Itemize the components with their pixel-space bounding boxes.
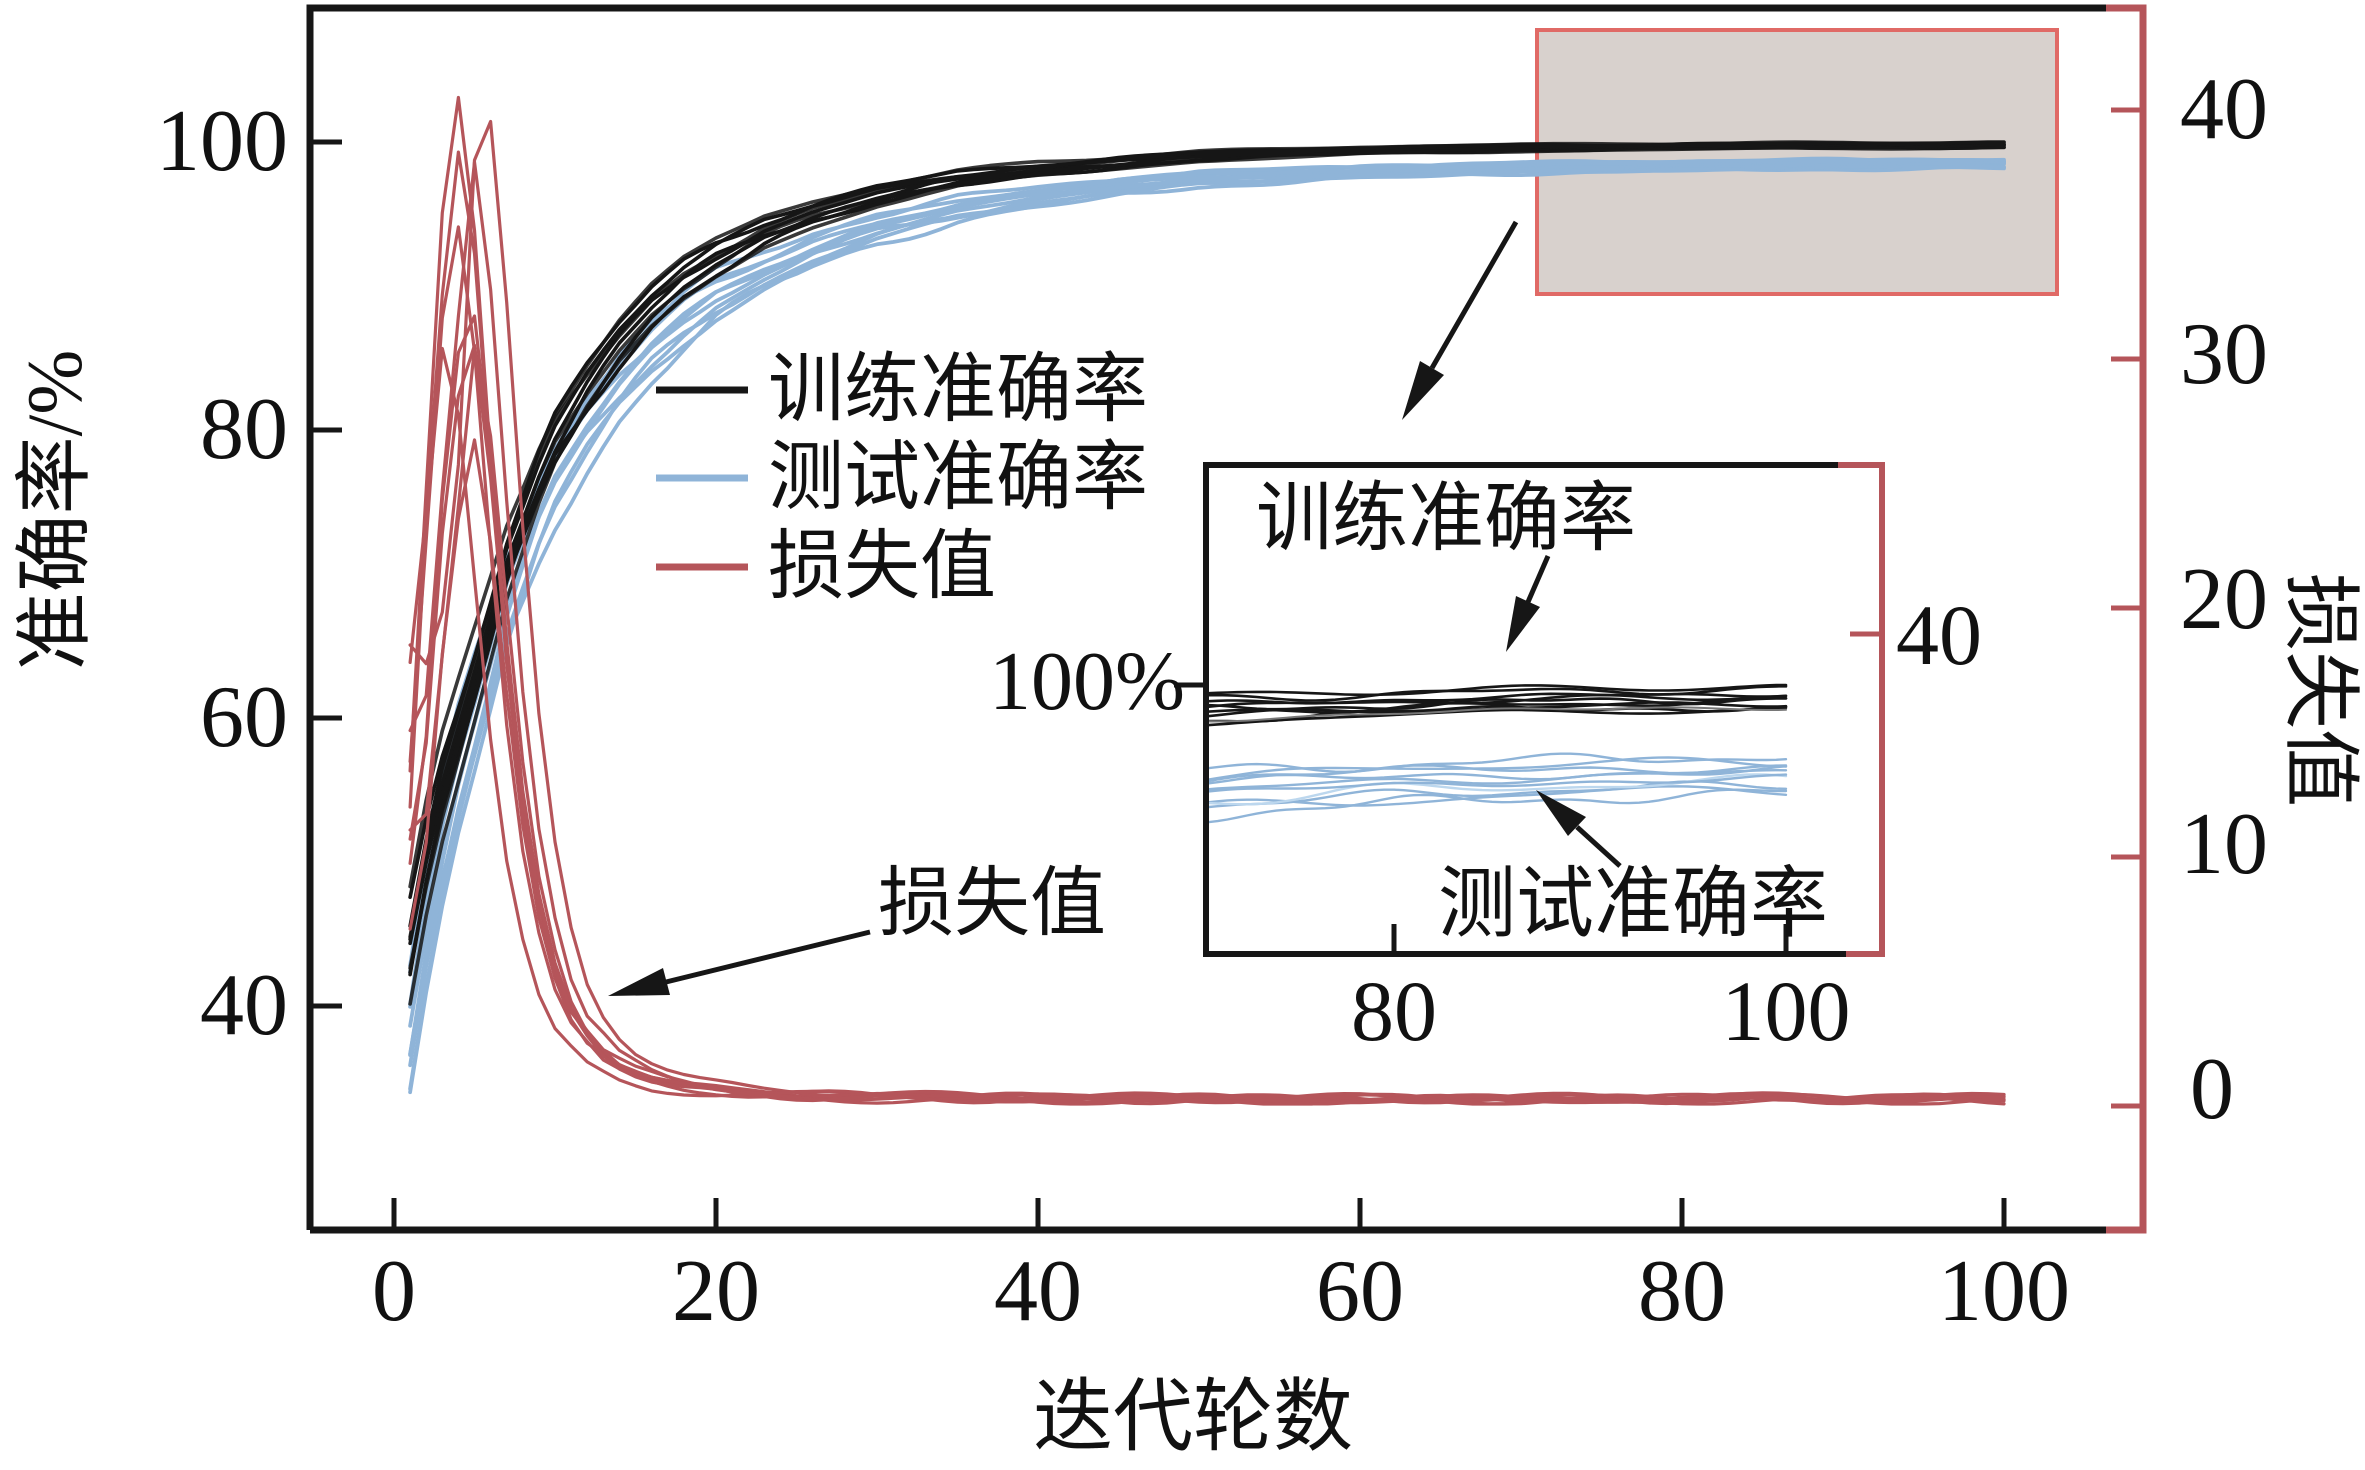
inset-test-annotation: 测试准确率	[1438, 860, 1829, 947]
legend-item-test: 测试准确率	[768, 436, 1148, 520]
left-axis-title: 准确率/%	[11, 349, 98, 671]
annotation-arrows	[608, 220, 1622, 996]
loss-annotation-label: 损失值	[878, 862, 1106, 946]
main-axes-spines	[306, 4, 2106, 1234]
legend-item-loss: 损失值	[768, 525, 996, 609]
right-axis-tick-label: 0	[2190, 1041, 2234, 1138]
arrow-inset-train	[1506, 555, 1551, 652]
left-axis-tick-label: 40	[200, 957, 288, 1054]
main-curves	[408, 95, 2006, 1106]
right-axis-tick-label: 30	[2180, 306, 2268, 403]
inset-left-tick-label: 100%	[989, 635, 1185, 728]
legend-swatches	[656, 386, 748, 571]
left-axis-tick-label: 80	[200, 381, 288, 478]
left-axis-tick-label: 100	[156, 93, 288, 190]
arrow-loss-annotation	[608, 929, 871, 996]
inset-frame	[1203, 462, 1846, 957]
left-axis-tick-label: 60	[200, 669, 288, 766]
inset-ticks	[1174, 631, 1882, 954]
loss-axis-spine	[2106, 4, 2147, 1234]
legend-item-train: 训练准确率	[768, 348, 1148, 432]
arrow-region-to-inset	[1402, 220, 1519, 420]
x-axis-tick-label: 0	[372, 1243, 416, 1340]
x-axis-tick-label: 20	[672, 1243, 760, 1340]
right-axis-title: 损失值	[2277, 572, 2364, 808]
inset-train-annotation: 训练准确率	[1256, 477, 1636, 561]
inset-curves	[1209, 683, 1788, 824]
right-axis-tick-label: 20	[2180, 551, 2268, 648]
inset-right-tick-label: 40	[1896, 587, 1982, 683]
x-axis-tick-label: 80	[1638, 1243, 1726, 1340]
inset-x-tick-label: 100	[1721, 963, 1851, 1059]
axis-ticks	[310, 107, 2143, 1230]
inset-x-tick-label: 80	[1351, 963, 1437, 1059]
right-axis-tick-label: 40	[2180, 61, 2268, 158]
x-axis-title: 迭代轮数	[1033, 1374, 1353, 1462]
inset-loss-spine	[1838, 462, 1885, 957]
arrow-inset-test	[1536, 790, 1622, 868]
x-axis-tick-label: 60	[1316, 1243, 1404, 1340]
right-axis-tick-label: 10	[2180, 796, 2268, 893]
x-axis-tick-label: 40	[994, 1243, 1082, 1340]
x-axis-tick-label: 100	[1938, 1243, 2070, 1340]
